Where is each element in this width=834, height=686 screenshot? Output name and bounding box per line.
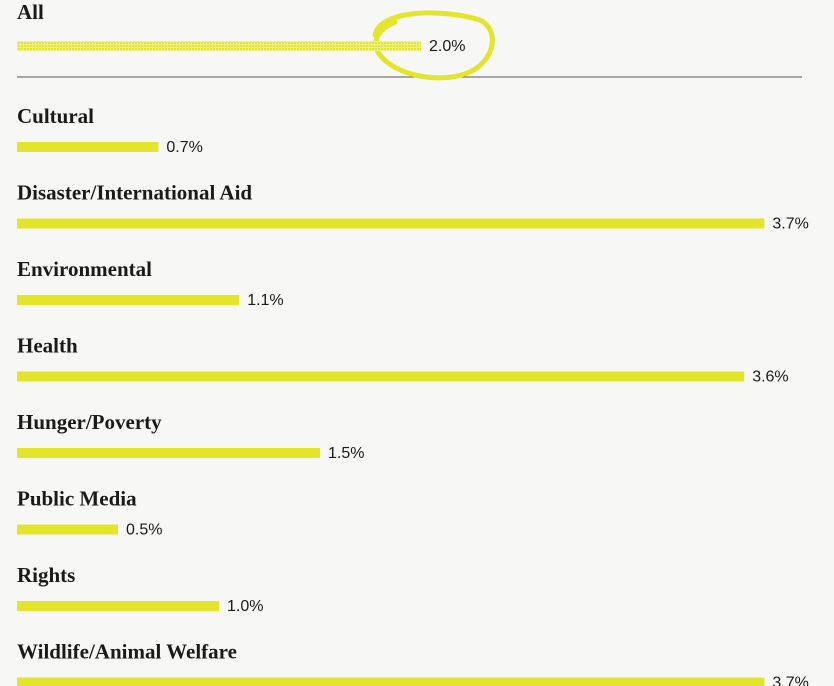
category-label: Disaster/International Aid <box>17 180 252 204</box>
value-label: 0.7% <box>166 139 202 156</box>
value-label: 1.5% <box>328 445 364 462</box>
bar <box>17 142 159 152</box>
category-label: Hunger/Poverty <box>17 410 162 434</box>
value-label: 2.0% <box>429 38 465 55</box>
bar <box>17 448 320 458</box>
category-label: Public Media <box>17 486 137 510</box>
value-label: 3.6% <box>752 369 788 386</box>
bar <box>17 41 421 51</box>
value-label: 1.0% <box>227 598 263 615</box>
bar <box>17 677 765 686</box>
value-label: 1.1% <box>247 292 283 309</box>
value-label: 0.5% <box>126 522 162 539</box>
category-label: All <box>17 0 44 24</box>
bar <box>17 601 219 611</box>
highlight-circle <box>372 10 495 81</box>
bar <box>17 371 745 382</box>
bar <box>17 218 765 229</box>
category-label: Cultural <box>17 104 94 128</box>
category-label: Wildlife/Animal Welfare <box>17 639 237 663</box>
bar <box>17 524 118 535</box>
bar <box>17 295 240 305</box>
category-label: Rights <box>17 563 75 587</box>
value-label: 3.7% <box>772 675 808 686</box>
value-label: 3.7% <box>772 216 808 233</box>
category-label: Environmental <box>17 257 152 281</box>
category-label: Health <box>17 333 78 357</box>
